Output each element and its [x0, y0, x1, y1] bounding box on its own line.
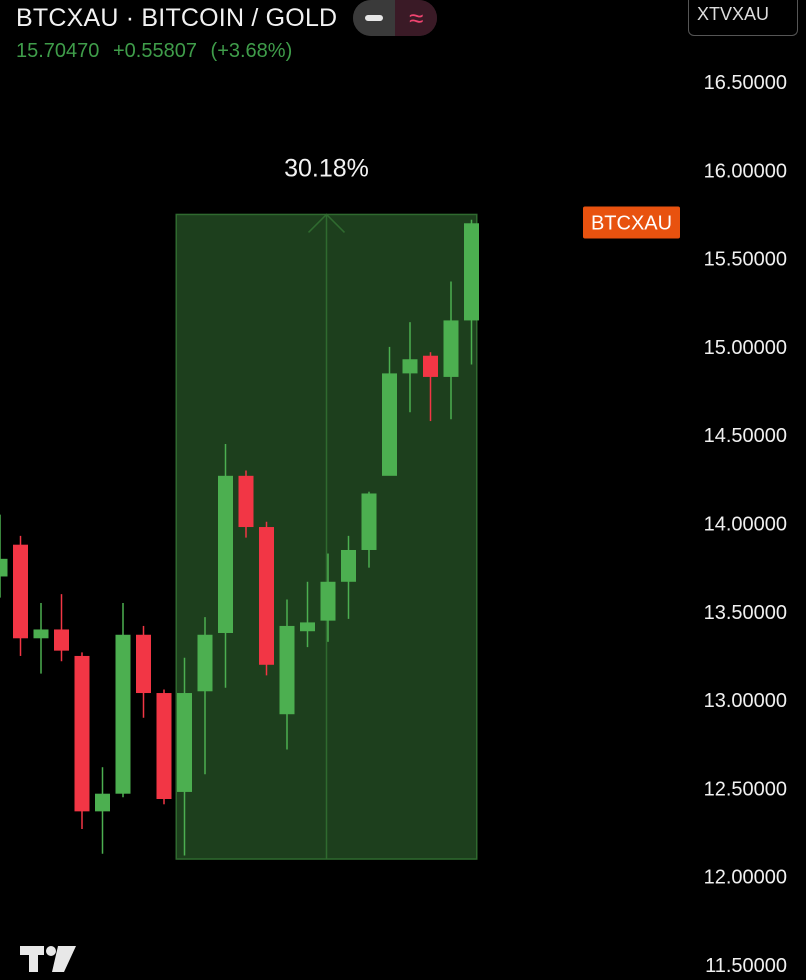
y-axis-tick-label: 13.00000	[704, 690, 787, 712]
symbol-title[interactable]: BTCXAU · BITCOIN / GOLD	[16, 3, 338, 32]
candle-body	[341, 549, 356, 582]
minus-icon	[365, 15, 384, 21]
range-measure-label: 30.18%	[284, 154, 369, 182]
candle-body	[177, 693, 192, 792]
y-axis-tick-label: 16.00000	[704, 160, 787, 182]
y-axis-tick-label: 15.00000	[704, 337, 787, 359]
candle-body	[197, 634, 213, 692]
candle-body	[320, 581, 336, 621]
chart-header: BTCXAU · BITCOIN / GOLD ≈	[16, 0, 438, 36]
price-quote: 15.70470 +0.55807 (+3.68%)	[16, 40, 300, 63]
collapse-button[interactable]	[353, 0, 396, 36]
candle-body	[0, 558, 8, 577]
y-axis-tick-label: 15.50000	[704, 249, 787, 271]
candle-body	[74, 655, 90, 812]
last-price: 15.70470	[16, 40, 100, 62]
range-measure-arrowhead	[307, 213, 346, 233]
chart-mode-toggle[interactable]: ≈	[353, 0, 438, 36]
price-tag-box	[583, 206, 680, 239]
y-axis-tick-label: 11.50000	[705, 955, 787, 977]
candle-body	[259, 527, 274, 665]
y-axis-tick-label: 14.50000	[704, 425, 787, 447]
compare-symbol-box[interactable]: XTVXAU	[688, 0, 798, 36]
y-axis-tick-label: 14.00000	[704, 514, 787, 536]
candle-body	[115, 634, 131, 794]
candle-body	[54, 629, 69, 651]
candle-body	[238, 475, 254, 528]
candle-body	[382, 373, 397, 476]
candle-body	[423, 355, 438, 377]
compare-button[interactable]: ≈	[395, 0, 438, 36]
candle-body	[95, 793, 110, 812]
y-axis-tick-label: 16.50000	[704, 72, 787, 94]
candle-body	[136, 634, 151, 694]
candle-body	[361, 493, 377, 550]
tradingview-logo-icon	[20, 944, 76, 979]
y-axis-tick-label: 13.50000	[704, 602, 787, 624]
price-change: +0.55807	[112, 40, 197, 62]
price-tag-label: BTCXAU	[591, 212, 672, 234]
candle-body	[218, 475, 233, 633]
candle-body	[464, 223, 479, 321]
y-axis-tick-label: 12.00000	[704, 867, 787, 889]
approx-wave-icon: ≈	[409, 3, 424, 33]
price-change-percent: (+3.68%)	[210, 40, 293, 62]
candle-body	[402, 359, 418, 374]
candle-body	[279, 625, 295, 715]
candle-body	[156, 693, 172, 799]
candle-body	[33, 629, 49, 639]
candle-body	[443, 320, 459, 377]
candle-body	[13, 544, 28, 639]
candle-body	[300, 622, 315, 632]
y-axis-tick-label: 12.50000	[704, 778, 787, 800]
